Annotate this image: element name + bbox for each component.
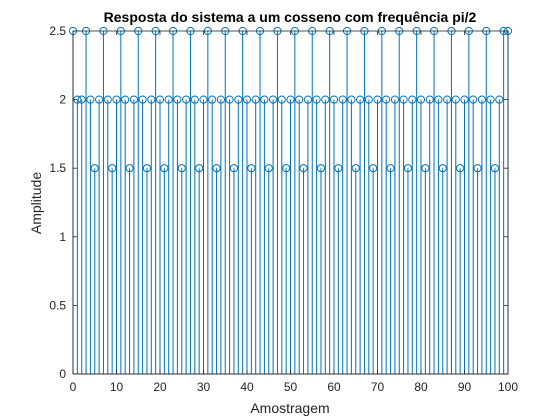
- x-tick-label: 50: [284, 380, 298, 394]
- x-tick-label: 90: [458, 380, 472, 394]
- stem-marker: [286, 95, 295, 104]
- y-tick-label: 0.5: [49, 298, 66, 312]
- stem-marker: [125, 164, 134, 173]
- stem-marker: [369, 164, 378, 173]
- stem-marker: [451, 95, 460, 104]
- y-tick-label: 0: [59, 367, 66, 381]
- stem-marker: [155, 95, 165, 104]
- stem-marker: [229, 164, 239, 173]
- y-tick-label: 2: [59, 93, 66, 107]
- x-tick-label: 40: [240, 380, 254, 394]
- stem-marker: [208, 95, 217, 104]
- stem-marker: [282, 164, 291, 173]
- stem-marker: [251, 95, 260, 104]
- stem-marker: [434, 95, 443, 104]
- stem-marker: [460, 95, 469, 104]
- stem-marker: [490, 164, 500, 173]
- stem-marker: [225, 95, 234, 104]
- stem-marker: [112, 95, 121, 104]
- stem-marker: [269, 95, 278, 104]
- stem-marker: [486, 95, 495, 104]
- stem-marker: [147, 95, 156, 104]
- y-tick-label: 1: [59, 230, 66, 244]
- stem-marker: [351, 164, 360, 173]
- stem-marker: [77, 95, 86, 104]
- x-tick-label: 60: [327, 380, 341, 394]
- y-tick-label: 2.5: [49, 24, 66, 38]
- x-tick-label: 80: [414, 380, 428, 394]
- stem-marker: [160, 164, 169, 173]
- stem-marker: [338, 95, 347, 104]
- stem-marker: [321, 95, 330, 104]
- stem-marker: [312, 95, 321, 104]
- stem-marker: [456, 164, 465, 173]
- stem-marker: [373, 95, 382, 104]
- stem-marker: [95, 95, 104, 104]
- stem-marker: [295, 95, 304, 104]
- stem-marker: [121, 95, 130, 104]
- stem-marker: [164, 95, 173, 104]
- y-axis-label: Amplitude: [28, 172, 44, 234]
- stem-marker: [264, 164, 273, 173]
- stem-marker: [247, 164, 256, 173]
- stem-marker: [277, 95, 286, 104]
- stem-marker: [399, 95, 408, 104]
- chart-title: Resposta do sistema a um cosseno com fre…: [104, 9, 477, 25]
- stem-marker: [212, 164, 221, 173]
- stem-marker: [477, 95, 486, 104]
- stem-marker: [216, 95, 225, 104]
- stem-marker: [495, 95, 504, 104]
- y-tick-label: 1.5: [49, 161, 66, 175]
- x-tick-label: 70: [371, 380, 385, 394]
- stem-marker: [299, 164, 308, 173]
- x-tick-label: 10: [110, 380, 124, 394]
- stem-marker: [90, 164, 99, 173]
- stem-marker: [103, 95, 112, 104]
- stem-marker: [329, 95, 339, 104]
- stem-marker: [386, 164, 395, 173]
- stem-marker: [390, 95, 399, 104]
- x-tick-label: 20: [153, 380, 167, 394]
- stem-marker: [347, 95, 356, 104]
- stem-marker: [408, 95, 417, 104]
- stem-marker: [234, 95, 243, 104]
- x-axis-ticks: 0 10 20 30 40 50 60 70 80 90 100: [70, 31, 518, 394]
- x-axis-label: Amostragem: [250, 400, 329, 416]
- stem-marker: [177, 164, 186, 173]
- x-tick-label: 0: [70, 380, 77, 394]
- x-tick-label: 30: [197, 380, 211, 394]
- stem-marker: [108, 164, 117, 173]
- stem-marker: [403, 164, 413, 173]
- stem-marker: [469, 95, 478, 104]
- stem-marker: [473, 164, 482, 173]
- stem-marker: [242, 95, 252, 104]
- stem-marker: [364, 95, 373, 104]
- stem-marker: [425, 95, 434, 104]
- stem-marker: [316, 164, 326, 173]
- stem-marker: [382, 95, 391, 104]
- stem-marker: [438, 164, 447, 173]
- stem-marker: [199, 95, 208, 104]
- stem-marker: [138, 95, 147, 104]
- stem-marker: [195, 164, 204, 173]
- stem-marker: [443, 95, 452, 104]
- x-tick-label: 100: [498, 380, 518, 394]
- stem-marker: [173, 95, 182, 104]
- stem-series: [68, 26, 513, 374]
- stem-marker: [190, 95, 199, 104]
- stem-marker: [416, 95, 426, 104]
- stem-marker: [356, 95, 365, 104]
- stem-marker: [303, 95, 312, 104]
- stem-marker: [182, 95, 191, 104]
- stem-marker: [86, 95, 95, 104]
- stem-marker: [142, 164, 152, 173]
- stem-marker: [421, 164, 430, 173]
- stem-marker: [260, 95, 269, 104]
- y-axis-ticks: 0 0.5 1 1.5 2 2.5: [49, 24, 508, 381]
- stem-marker: [334, 164, 343, 173]
- stem-marker: [129, 95, 138, 104]
